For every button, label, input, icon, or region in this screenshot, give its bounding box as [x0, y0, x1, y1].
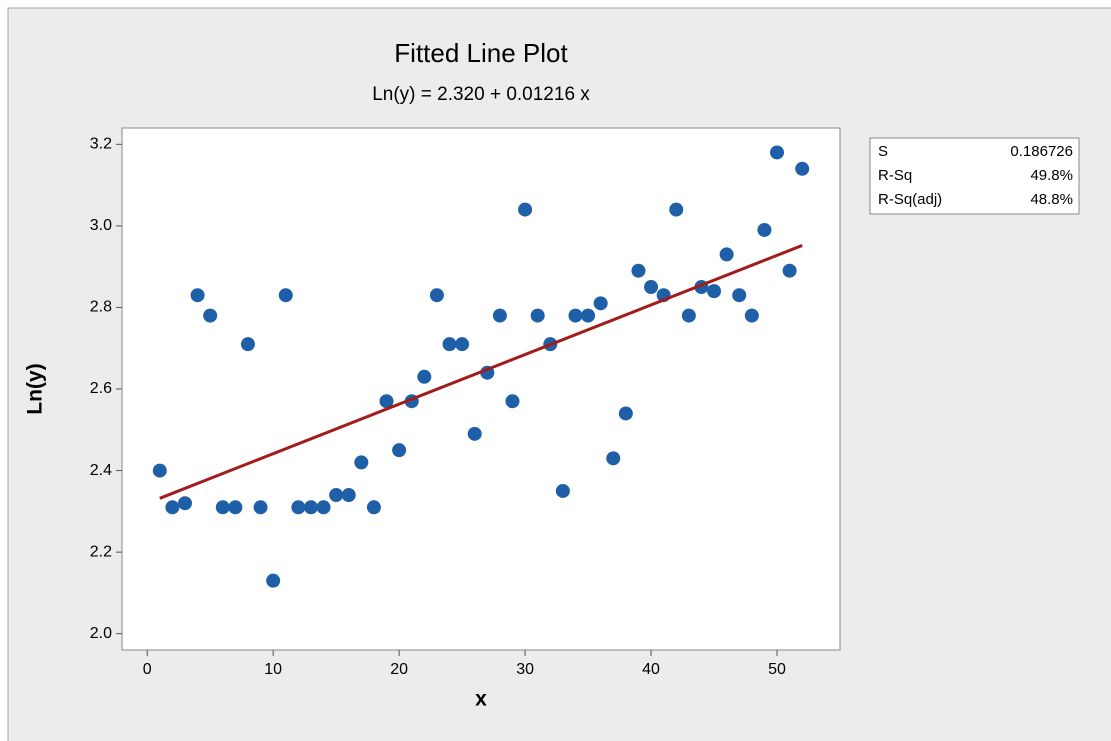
point — [442, 337, 457, 352]
point — [568, 308, 583, 323]
y-axis-label: Ln(y) — [24, 363, 47, 414]
point — [291, 500, 306, 515]
point — [631, 263, 646, 278]
x-tick-label: 40 — [642, 661, 660, 678]
point — [429, 288, 444, 303]
point — [593, 296, 608, 311]
point — [240, 337, 255, 352]
y-tick-label: 3.2 — [90, 136, 112, 153]
point — [177, 496, 192, 511]
point — [253, 500, 268, 515]
stat-value: 0.186726 — [1010, 143, 1073, 160]
y-tick-label: 2.2 — [90, 543, 112, 560]
point — [455, 337, 470, 352]
stats-box — [869, 137, 1080, 215]
plot-area — [121, 127, 841, 651]
point — [757, 222, 772, 237]
point — [606, 451, 621, 466]
point — [316, 500, 331, 515]
point — [366, 500, 381, 515]
stat-label: R-Sq — [878, 167, 912, 184]
y-tick-label: 2.0 — [90, 625, 112, 642]
point — [190, 288, 205, 303]
point — [392, 443, 407, 458]
x-tick-label: 10 — [264, 661, 282, 678]
x-axis-label: x — [475, 688, 487, 711]
point — [707, 284, 722, 299]
point — [505, 394, 520, 409]
point — [732, 288, 747, 303]
point — [581, 308, 596, 323]
x-tick-label: 50 — [768, 661, 786, 678]
point — [555, 483, 570, 498]
y-tick-label: 2.8 — [90, 299, 112, 316]
point — [518, 202, 533, 217]
y-tick-label: 3.0 — [90, 217, 112, 234]
point — [492, 308, 507, 323]
point — [782, 263, 797, 278]
stat-value: 49.8% — [1030, 167, 1073, 184]
x-tick-label: 0 — [143, 661, 152, 678]
stat-label: R-Sq(adj) — [878, 191, 942, 208]
point — [341, 488, 356, 503]
point — [215, 500, 230, 515]
point — [266, 573, 281, 588]
point — [644, 280, 659, 295]
point — [228, 500, 243, 515]
point — [354, 455, 369, 470]
point — [165, 500, 180, 515]
fit-line — [159, 244, 803, 500]
stat-value: 48.8% — [1030, 191, 1073, 208]
point — [618, 406, 633, 421]
y-tick-label: 2.4 — [90, 462, 112, 479]
point — [278, 288, 293, 303]
point — [379, 394, 394, 409]
point — [467, 426, 482, 441]
point — [329, 488, 344, 503]
x-tick-label: 30 — [516, 661, 534, 678]
point — [681, 308, 696, 323]
chart-title: Fitted Line Plot — [394, 38, 568, 68]
point — [303, 500, 318, 515]
y-tick-label: 2.6 — [90, 380, 112, 397]
point — [417, 369, 432, 384]
point — [152, 463, 167, 478]
chart-subtitle: Ln(y) = 2.320 + 0.01216 x — [372, 84, 590, 105]
point — [203, 308, 218, 323]
stat-label: S — [878, 143, 888, 160]
point — [795, 161, 810, 176]
point — [530, 308, 545, 323]
x-tick-label: 20 — [390, 661, 408, 678]
point — [770, 145, 785, 160]
point — [744, 308, 759, 323]
point — [669, 202, 684, 217]
point — [719, 247, 734, 262]
